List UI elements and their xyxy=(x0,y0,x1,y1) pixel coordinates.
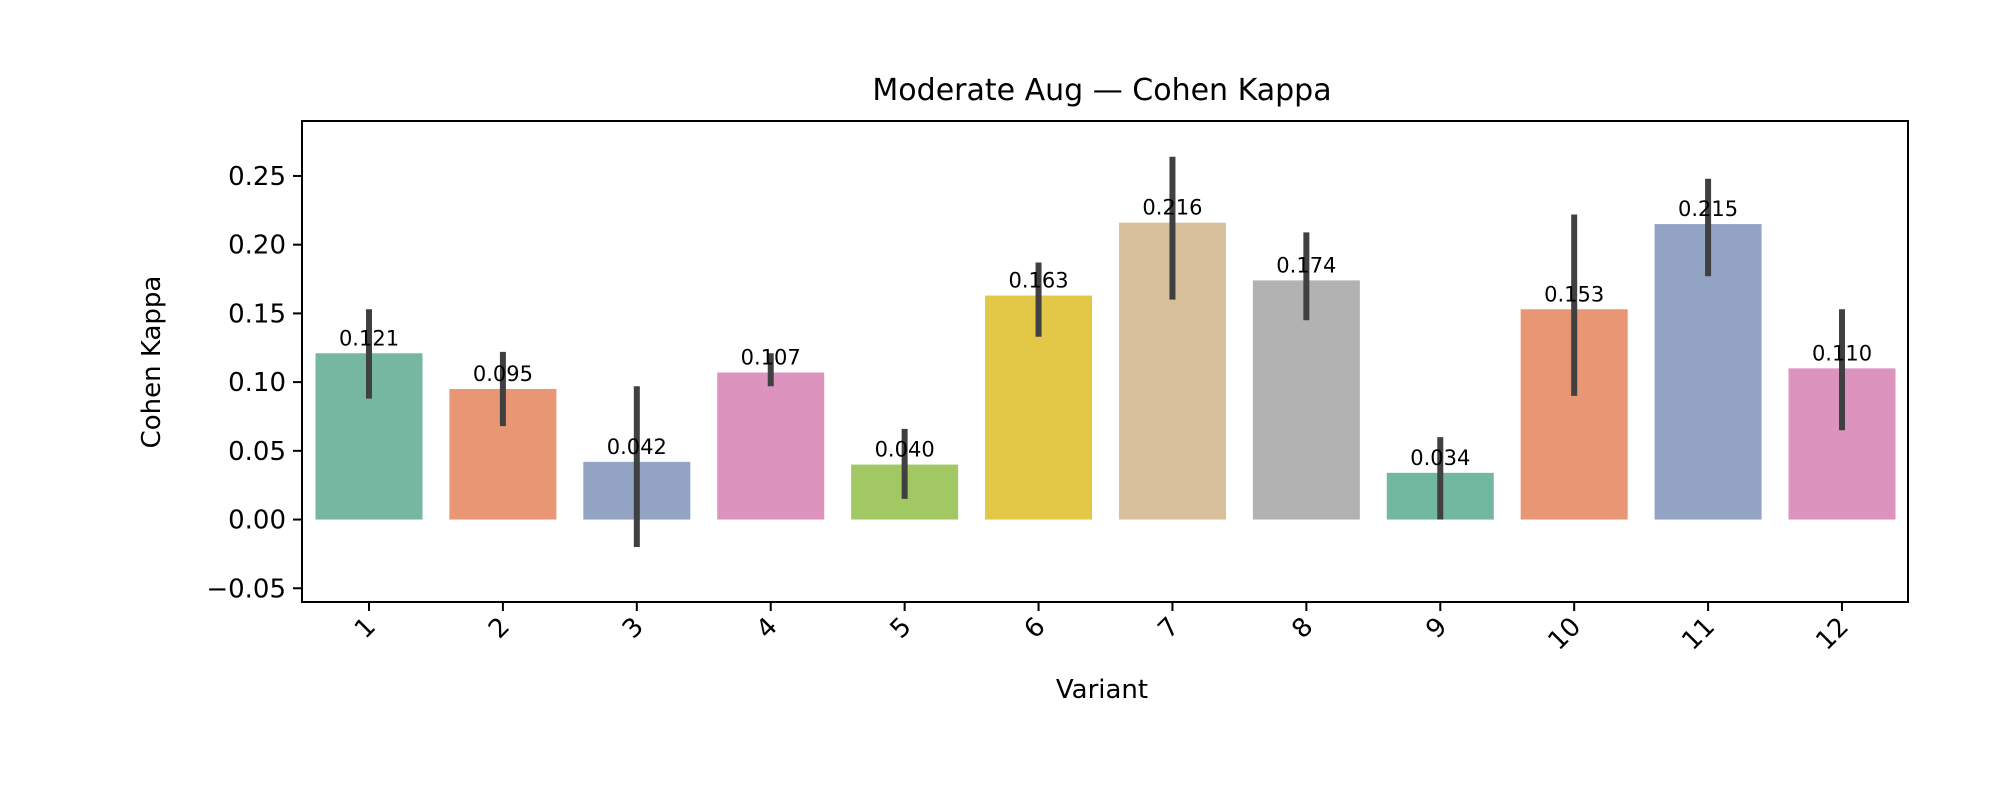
x-tick-label: 9 xyxy=(1420,612,1453,645)
data-label: 0.040 xyxy=(875,438,935,462)
y-tick-label: 0.25 xyxy=(228,162,286,192)
bar xyxy=(717,372,825,520)
data-label: 0.215 xyxy=(1678,197,1738,221)
y-tick-label: 0.10 xyxy=(228,368,286,398)
x-tick-label: 10 xyxy=(1543,612,1588,657)
y-tick-label: 0.00 xyxy=(228,506,286,536)
x-tick-label: 4 xyxy=(751,612,784,645)
chart-title: Moderate Aug — Cohen Kappa xyxy=(872,73,1331,108)
y-tick-label: 0.05 xyxy=(228,437,286,467)
x-tick-label: 2 xyxy=(483,612,516,645)
plot-area: −0.05 0.00 0.05 0.10 0.15 0.20 0.25 0.121 1 0.095… xyxy=(206,156,1896,657)
y-axis-label: Cohen Kappa xyxy=(137,276,167,449)
data-label: 0.163 xyxy=(1008,269,1068,293)
data-label: 0.042 xyxy=(607,435,667,459)
x-tick-label: 8 xyxy=(1286,612,1319,645)
x-tick-label: 6 xyxy=(1019,612,1052,645)
x-axis-label: Variant xyxy=(1056,675,1148,705)
x-tick-label: 1 xyxy=(349,612,382,645)
data-label: 0.034 xyxy=(1410,446,1470,470)
x-tick-label: 7 xyxy=(1152,612,1185,645)
data-label: 0.095 xyxy=(473,362,533,386)
data-label: 0.174 xyxy=(1276,253,1336,277)
y-tick-label: 0.20 xyxy=(228,231,286,261)
data-label: 0.153 xyxy=(1544,282,1604,306)
y-tick-label: −0.05 xyxy=(206,574,286,604)
x-tick-label: 12 xyxy=(1810,612,1855,657)
y-tick-label: 0.15 xyxy=(228,299,286,329)
x-tick-label: 3 xyxy=(617,612,650,645)
x-tick-label: 5 xyxy=(885,612,918,645)
data-label: 0.110 xyxy=(1812,341,1872,365)
x-tick-label: 11 xyxy=(1676,612,1721,657)
data-label: 0.121 xyxy=(339,326,399,350)
plot-frame xyxy=(301,120,1909,603)
data-label: 0.216 xyxy=(1142,196,1202,220)
data-label: 0.107 xyxy=(741,345,801,369)
